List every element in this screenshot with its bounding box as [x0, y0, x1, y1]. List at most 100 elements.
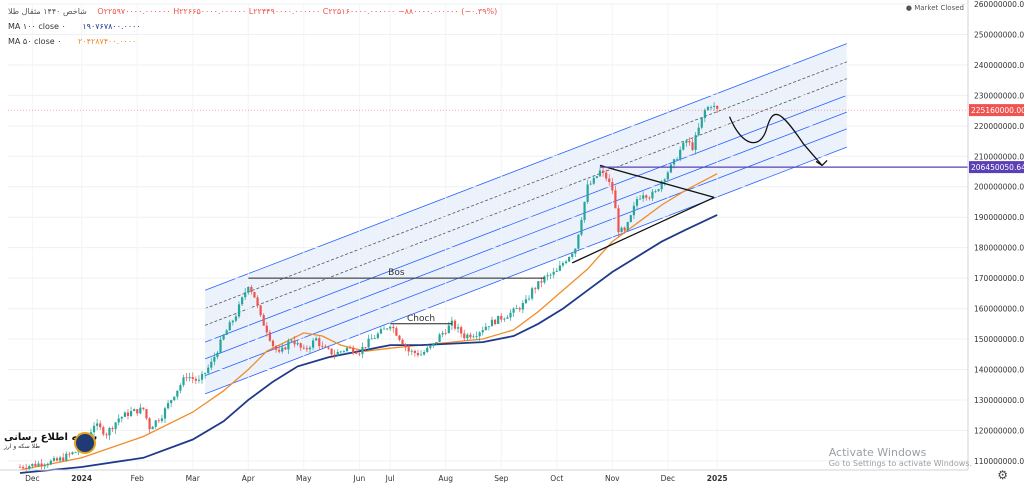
candle	[663, 178, 666, 186]
candle-body	[478, 332, 481, 337]
candle	[398, 334, 401, 342]
candle-body	[268, 332, 271, 341]
candle-body	[253, 291, 256, 298]
candle	[219, 336, 222, 354]
candle-body	[549, 274, 552, 276]
candle-body	[182, 377, 185, 386]
candle-body	[691, 142, 694, 150]
candle-body	[237, 304, 241, 317]
candle	[367, 334, 370, 352]
candle	[111, 426, 114, 432]
candles	[18, 102, 719, 473]
candle-body	[302, 347, 305, 349]
candle	[497, 315, 500, 325]
candle-body	[379, 329, 383, 334]
candle-body	[645, 195, 648, 198]
candle-body	[271, 340, 275, 347]
candle	[379, 326, 383, 335]
candle	[512, 307, 515, 318]
candle	[157, 418, 160, 423]
candle	[583, 201, 586, 223]
candle	[561, 260, 565, 268]
candle	[642, 191, 645, 202]
gear-icon[interactable]: ⚙	[997, 468, 1008, 482]
candle-body	[398, 335, 401, 340]
ma50-label[interactable]: MA ۵۰ close ۰	[8, 37, 62, 46]
x-tick-label: 2024	[71, 474, 92, 483]
candle	[287, 338, 290, 355]
candle-body	[447, 325, 450, 334]
ma100-label[interactable]: MA ۱۰۰ close ۰	[8, 22, 66, 31]
x-tick-label: Mar	[186, 474, 201, 483]
candle	[74, 451, 77, 453]
candle-body	[244, 292, 247, 298]
candle	[355, 350, 358, 355]
candle-body	[642, 195, 645, 199]
candle-body	[219, 339, 222, 353]
candle-body	[59, 457, 62, 461]
candle	[222, 333, 225, 341]
candle	[179, 383, 182, 394]
candle	[521, 300, 524, 314]
candle	[49, 459, 52, 466]
candle	[487, 326, 491, 331]
candle-body	[274, 346, 278, 350]
candle-body	[170, 400, 173, 404]
candle	[321, 341, 324, 349]
candle	[268, 329, 271, 343]
candle-body	[605, 172, 608, 179]
candle	[348, 345, 352, 349]
candle-body	[410, 350, 413, 352]
candle-body	[129, 411, 133, 416]
candle	[324, 344, 327, 348]
price-badge: 225160000.000000	[971, 106, 1024, 115]
candle-body	[262, 315, 265, 326]
candle	[352, 345, 355, 356]
candle-body	[703, 110, 706, 119]
candle	[92, 422, 96, 437]
candle-body	[166, 403, 170, 409]
candle-body	[654, 191, 657, 192]
candle	[237, 301, 241, 319]
candle-body	[435, 342, 438, 344]
candle-body	[234, 316, 238, 321]
y-tick-label: 150000000.000000	[974, 335, 1024, 344]
candle-body	[68, 453, 71, 455]
candle	[188, 372, 191, 382]
candle	[278, 345, 281, 354]
candle	[129, 406, 133, 418]
candle	[55, 456, 59, 462]
x-tick-label: May	[296, 474, 312, 483]
candle-body	[204, 372, 207, 374]
candle	[18, 464, 22, 468]
candle-body	[348, 347, 352, 349]
regression-channel	[204, 43, 847, 395]
candle	[608, 174, 611, 186]
candle	[182, 374, 185, 388]
candle	[392, 324, 395, 333]
candle	[311, 337, 315, 351]
candle	[210, 357, 213, 371]
candle	[601, 167, 605, 177]
candle	[65, 451, 68, 462]
candle-body	[512, 308, 515, 313]
candle	[62, 452, 65, 462]
candle-body	[28, 466, 31, 469]
candle-body	[509, 312, 512, 318]
candle-body	[361, 347, 364, 354]
candle	[518, 306, 521, 312]
candle-body	[43, 465, 46, 467]
candle-body	[231, 320, 234, 323]
candle	[463, 329, 466, 341]
candle-body	[96, 423, 99, 426]
candle-body	[432, 343, 435, 346]
candle-body	[34, 463, 37, 467]
forecast-path	[728, 113, 823, 166]
candle	[635, 196, 639, 210]
candle-body	[207, 367, 210, 373]
candle-body	[515, 308, 518, 310]
x-tick-label: Apr	[242, 474, 256, 483]
candle	[475, 331, 478, 340]
